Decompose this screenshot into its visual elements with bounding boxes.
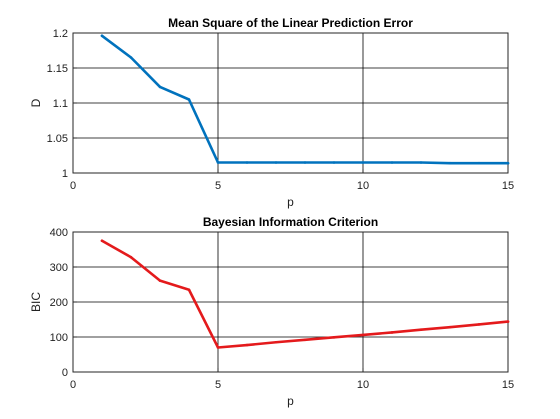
data-point (303, 338, 307, 342)
chart-title: Mean Square of the Linear Prediction Err… (168, 16, 413, 30)
x-tick-label: 0 (70, 379, 76, 391)
data-point (274, 161, 278, 164)
data-point (158, 279, 162, 282)
data-point (419, 161, 423, 164)
x-tick-label: 15 (502, 379, 514, 391)
data-point (100, 34, 104, 38)
data-point (216, 346, 220, 349)
data-point (506, 320, 510, 323)
y-tick-label: 200 (50, 297, 68, 309)
y-tick-label: 1.1 (53, 98, 68, 110)
chart-title: Bayesian Information Criterion (203, 215, 378, 229)
plot-mse: 0 5 10 15 1 1.05 1.1 1.15 1.2 Mean Square of the … (29, 16, 514, 209)
y-tick-label: 1.05 (47, 133, 68, 145)
data-point (390, 161, 394, 164)
y-axis-label: BIC (29, 292, 43, 312)
data-point (390, 331, 394, 334)
y-tick-label: 300 (50, 262, 68, 274)
data-point (245, 161, 249, 164)
data-point (187, 288, 191, 292)
data-point (448, 325, 452, 329)
data-point (129, 56, 133, 59)
y-tick-label: 1.2 (53, 28, 68, 40)
data-point (477, 323, 481, 326)
data-point (448, 161, 452, 165)
x-tick-label: 5 (215, 379, 221, 391)
x-tick-label: 10 (357, 379, 369, 391)
data-point (477, 161, 481, 165)
x-tick-label: 5 (215, 180, 221, 192)
y-tick-label: 0 (62, 367, 68, 379)
data-point (129, 255, 133, 259)
y-tick-label: 1 (62, 168, 68, 180)
x-tick-label: 10 (357, 180, 369, 192)
data-point (187, 98, 191, 101)
data-point (274, 340, 278, 344)
x-tick-label: 0 (70, 180, 76, 192)
data-point (419, 328, 423, 331)
x-axis-label: p (287, 195, 294, 209)
data-point (506, 161, 510, 165)
data-point (361, 333, 365, 337)
y-axis-label: D (29, 98, 43, 107)
data-point (332, 161, 336, 164)
data-point (361, 161, 365, 164)
data-point (332, 336, 336, 339)
x-tick-label: 15 (502, 180, 514, 192)
data-point (245, 343, 249, 347)
plot-bic: 0 5 10 15 0 100 200 300 400 Bayesian Information … (29, 215, 514, 408)
y-tick-label: 100 (50, 332, 68, 344)
data-point (216, 161, 220, 164)
x-axis-label: p (287, 394, 294, 408)
y-tick-label: 400 (50, 227, 68, 239)
y-tick-label: 1.15 (47, 63, 68, 75)
data-point (158, 85, 162, 89)
data-point (100, 239, 104, 243)
data-point (303, 161, 307, 164)
